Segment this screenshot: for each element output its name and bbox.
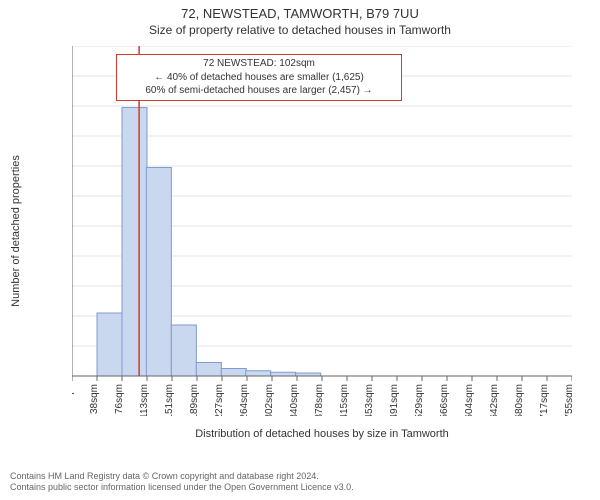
svg-text:189sqm: 189sqm xyxy=(189,384,200,416)
chart-plot-area: 0200400600800100012001400160018002000220… xyxy=(72,46,572,416)
annotation-line3: 60% of semi-detached houses are larger (… xyxy=(123,84,395,98)
svg-text:76sqm: 76sqm xyxy=(114,384,125,414)
chart-title: 72, NEWSTEAD, TAMWORTH, B79 7UU xyxy=(0,0,600,23)
svg-text:491sqm: 491sqm xyxy=(389,384,400,416)
svg-text:680sqm: 680sqm xyxy=(514,384,525,416)
chart-footer: Contains HM Land Registry data © Crown c… xyxy=(10,471,354,494)
footer-line2: Contains public sector information licen… xyxy=(10,482,354,494)
histogram-bar xyxy=(196,363,221,377)
chart-subtitle: Size of property relative to detached ho… xyxy=(0,23,600,41)
footer-line1: Contains HM Land Registry data © Crown c… xyxy=(10,471,354,483)
svg-text:302sqm: 302sqm xyxy=(264,384,275,416)
svg-text:0sqm: 0sqm xyxy=(72,384,75,408)
svg-text:566sqm: 566sqm xyxy=(439,384,450,416)
chart-svg: 0200400600800100012001400160018002000220… xyxy=(72,46,572,416)
svg-text:151sqm: 151sqm xyxy=(164,384,175,416)
svg-text:227sqm: 227sqm xyxy=(214,384,225,416)
y-axis-label: Number of detached properties xyxy=(6,46,26,416)
svg-text:340sqm: 340sqm xyxy=(289,384,300,416)
histogram-bar xyxy=(221,369,246,377)
histogram-bar xyxy=(271,372,296,376)
svg-text:38sqm: 38sqm xyxy=(89,384,100,414)
svg-text:453sqm: 453sqm xyxy=(364,384,375,416)
annotation-box: 72 NEWSTEAD: 102sqm ← 40% of detached ho… xyxy=(116,54,402,101)
histogram-bar xyxy=(97,313,122,376)
annotation-line2: ← 40% of detached houses are smaller (1,… xyxy=(123,71,395,85)
chart-container: 72, NEWSTEAD, TAMWORTH, B79 7UU Size of … xyxy=(0,0,600,500)
x-axis-label: Distribution of detached houses by size … xyxy=(72,428,572,440)
svg-text:604sqm: 604sqm xyxy=(464,384,475,416)
svg-text:415sqm: 415sqm xyxy=(339,384,350,416)
histogram-bar xyxy=(246,371,271,376)
svg-text:755sqm: 755sqm xyxy=(564,384,572,416)
svg-text:264sqm: 264sqm xyxy=(239,384,250,416)
histogram-bar xyxy=(171,325,196,376)
annotation-line1: 72 NEWSTEAD: 102sqm xyxy=(123,57,395,71)
histogram-bar xyxy=(122,108,147,377)
svg-text:717sqm: 717sqm xyxy=(539,384,550,416)
svg-text:113sqm: 113sqm xyxy=(139,384,150,416)
svg-text:642sqm: 642sqm xyxy=(489,384,500,416)
svg-text:529sqm: 529sqm xyxy=(414,384,425,416)
svg-text:378sqm: 378sqm xyxy=(314,384,325,416)
histogram-bar xyxy=(146,168,171,377)
